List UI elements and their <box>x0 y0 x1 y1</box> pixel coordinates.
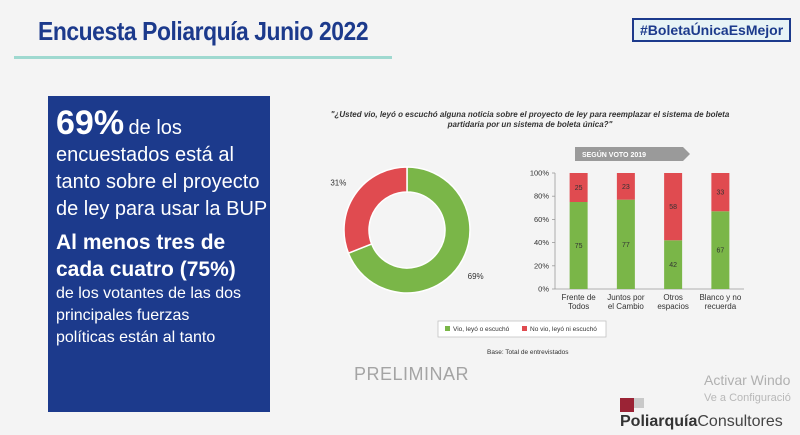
chart-legend: Vio, leyó o escuchó No vio, leyó ni escuc… <box>437 320 607 338</box>
bar-segment <box>616 173 635 200</box>
bar-value-label: 33 <box>716 190 724 197</box>
logo-part2: Consultores <box>697 413 783 430</box>
bar-value-label: 67 <box>716 248 724 255</box>
y-tick-label: 20% <box>534 261 549 270</box>
bar-segment <box>711 173 730 212</box>
x-category-label: espacios <box>657 302 689 311</box>
x-category-label: recuerda <box>705 302 737 311</box>
logo-mark-secondary <box>634 398 644 408</box>
highlight-text: de los votantes de las dos <box>56 285 242 302</box>
x-category-label: Juntos por <box>607 293 645 302</box>
y-tick-label: 80% <box>534 192 549 201</box>
highlight-text: políticas están al tanto <box>56 329 216 346</box>
donut-label: 31% <box>330 178 346 187</box>
donut-chart: 69% 31% <box>330 166 484 294</box>
highlight-text: de ley para usar la BUP <box>56 198 268 220</box>
highlight-percent: 69% <box>56 104 125 142</box>
logo-mark <box>620 398 634 412</box>
bar-value-label: 58 <box>669 204 677 211</box>
y-tick-label: 0% <box>538 285 549 294</box>
bar-segment <box>616 199 635 289</box>
bar-segment <box>569 173 588 202</box>
windows-activation-line1: Activar Windo <box>704 372 791 388</box>
x-category-label: Frente de <box>562 293 597 302</box>
bar-segment <box>569 202 588 289</box>
donut-slice <box>343 166 408 255</box>
highlight-text: de los <box>128 117 182 139</box>
x-category-label: el Cambio <box>608 302 645 311</box>
highlight-text: Al menos tres de <box>56 231 226 254</box>
x-category-label: Todos <box>568 302 589 311</box>
donut-label: 69% <box>468 272 484 281</box>
highlight-text: tanto sobre el proyecto <box>56 171 260 193</box>
x-category-label: Otros <box>663 293 683 302</box>
bar-segment <box>664 240 683 289</box>
windows-activation-line2: Ve a Configuració <box>704 392 791 404</box>
chart-header-banner <box>575 147 690 161</box>
legend-item: No vio, leyó ni escuchó <box>530 326 597 333</box>
bar-value-label: 77 <box>622 242 630 249</box>
company-logo: PoliarquíaConsultores <box>620 413 783 431</box>
highlight-text: encuestados está al <box>56 144 234 166</box>
highlight-text: cada cuatro (75%) <box>56 258 236 281</box>
y-tick-label: 100% <box>530 169 550 178</box>
legend-item: Vio, leyó o escuchó <box>453 326 510 333</box>
legend-swatch <box>522 326 527 331</box>
donut-slice <box>347 166 471 294</box>
y-tick-label: 60% <box>534 215 549 224</box>
bar-value-label: 23 <box>622 184 630 191</box>
bar-value-label: 25 <box>575 185 583 192</box>
title-underline <box>14 56 392 59</box>
legend-swatch <box>445 326 450 331</box>
y-tick-label: 40% <box>534 238 549 247</box>
chart-header-label: SEGÚN VOTO 2019 <box>582 150 646 159</box>
bar-segment <box>711 211 730 289</box>
hashtag-badge: #BoletaÚnicaEsMejor <box>632 18 792 42</box>
bar-segment <box>664 173 683 241</box>
base-note: Base: Total de entrevistados <box>487 349 569 356</box>
bar-value-label: 75 <box>575 243 583 250</box>
highlight-text: principales fuerzas <box>56 307 190 324</box>
bar-value-label: 42 <box>669 262 677 269</box>
slide-title: Encuesta Poliarquía Junio 2022 <box>38 16 369 46</box>
stacked-bar-chart: SEGÚN VOTO 2019 0% 20% 40% 60% 80% 100% 75 25 Fre… <box>530 147 744 311</box>
highlight-box: 69% de los encuestados está al tanto sob… <box>48 96 270 412</box>
preliminar-watermark: PRELIMINAR <box>354 364 470 384</box>
survey-question: "¿Usted vio, leyó o escuchó alguna notic… <box>330 110 730 129</box>
x-category-label: Blanco y no <box>699 293 741 302</box>
logo-part1: Poliarquía <box>620 413 698 430</box>
